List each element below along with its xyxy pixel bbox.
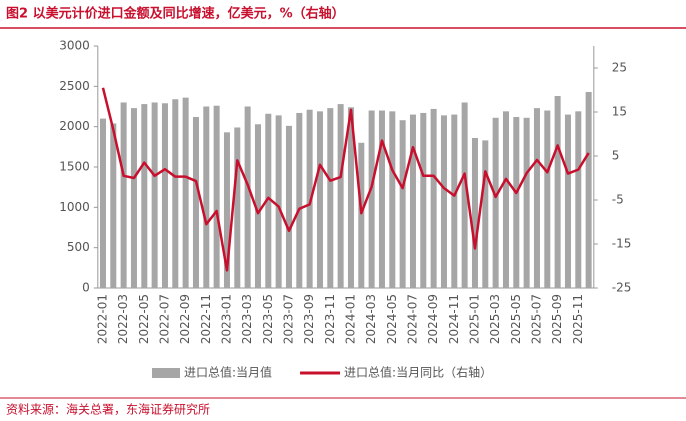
bar	[368, 110, 375, 289]
x-tick-label: 2025-01	[467, 294, 481, 344]
bar	[554, 96, 561, 288]
y-tick-label: 500	[67, 240, 90, 254]
x-tick-label: 2025-11	[571, 294, 585, 344]
bar	[265, 113, 272, 288]
bar	[461, 102, 468, 288]
bar	[585, 91, 592, 288]
x-tick-label: 2024-07	[405, 294, 419, 344]
bar	[533, 108, 540, 288]
bar	[99, 118, 106, 288]
bar	[378, 110, 385, 289]
bar	[399, 120, 406, 288]
bar	[564, 114, 571, 288]
bar	[182, 97, 189, 288]
x-tick-label: 2025-03	[488, 294, 502, 344]
x-tick-label: 2022-11	[199, 294, 213, 344]
bar	[161, 103, 168, 288]
bar	[409, 114, 416, 288]
x-tick-label: 2024-05	[385, 294, 399, 344]
legend-swatch	[152, 368, 180, 378]
bar	[347, 107, 354, 288]
bar	[316, 111, 323, 288]
bar	[275, 115, 282, 288]
bar	[544, 110, 551, 289]
bar	[327, 108, 334, 288]
y2-tick-label: 15	[612, 105, 627, 119]
bar	[141, 104, 148, 288]
bar	[420, 112, 427, 288]
y-tick-label: 2500	[59, 79, 90, 93]
bar	[523, 117, 530, 288]
bar	[471, 137, 478, 288]
x-tick-label: 2023-03	[240, 294, 254, 344]
bar	[440, 115, 447, 288]
y2-tick-label: -25	[612, 281, 632, 295]
y2-tick-label: 5	[612, 149, 620, 163]
legend-label: 进口总值:当月同比（右轴）	[344, 365, 492, 380]
x-tick-label: 2023-01	[219, 294, 233, 344]
x-tick-label: 2024-09	[426, 294, 440, 344]
x-tick-label: 2024-01	[343, 294, 357, 344]
x-tick-label: 2025-09	[550, 294, 564, 344]
x-tick-label: 2022-03	[116, 294, 130, 344]
bar	[223, 132, 230, 288]
bar	[358, 142, 365, 288]
legend-label: 进口总值:当月值	[184, 365, 272, 380]
bar	[254, 124, 261, 288]
bar	[492, 117, 499, 288]
bar	[120, 102, 127, 288]
y-tick-label: 3000	[59, 39, 90, 53]
x-tick-label: 2023-09	[302, 294, 316, 344]
bar	[575, 111, 582, 288]
bar	[285, 125, 292, 288]
bar	[389, 111, 396, 288]
bar	[244, 106, 251, 288]
x-tick-label: 2022-05	[137, 294, 151, 344]
bar	[192, 116, 199, 288]
x-tick-label: 2025-05	[509, 294, 523, 344]
y-tick-label: 1500	[59, 160, 90, 174]
y2-tick-label: -15	[612, 237, 632, 251]
bar	[482, 140, 489, 288]
bar	[513, 116, 520, 288]
bar	[337, 104, 344, 288]
y-tick-label: 0	[82, 281, 90, 295]
x-tick-label: 2024-11	[447, 294, 461, 344]
bar	[213, 105, 220, 289]
bar	[234, 127, 241, 289]
bar	[172, 99, 179, 289]
bar	[151, 102, 158, 288]
bar	[502, 111, 509, 288]
x-tick-label: 2025-07	[529, 294, 543, 344]
x-tick-label: 2022-07	[157, 294, 171, 344]
source: 资料来源：海关总署，东海证券研究所	[6, 402, 210, 417]
chart-title: 图2 以美元计价进口金额及同比增速，亿美元，%（右轴）	[6, 6, 345, 22]
bar	[430, 108, 437, 288]
y-tick-label: 1000	[59, 200, 90, 214]
x-tick-label: 2023-07	[281, 294, 295, 344]
bar	[306, 109, 313, 288]
line	[101, 87, 590, 272]
y-tick-label: 2000	[59, 119, 90, 133]
y2-tick-label: 25	[612, 61, 627, 75]
x-tick-label: 2023-11	[323, 294, 337, 344]
bar	[203, 106, 210, 288]
x-tick-label: 2024-03	[364, 294, 378, 344]
x-tick-label: 2022-01	[95, 294, 109, 344]
x-tick-label: 2022-09	[178, 294, 192, 344]
bar	[110, 123, 117, 288]
bar	[451, 114, 458, 288]
bar	[130, 108, 137, 288]
bar	[296, 112, 303, 288]
x-tick-label: 2023-05	[261, 294, 275, 344]
y2-tick-label: -5	[612, 193, 624, 207]
